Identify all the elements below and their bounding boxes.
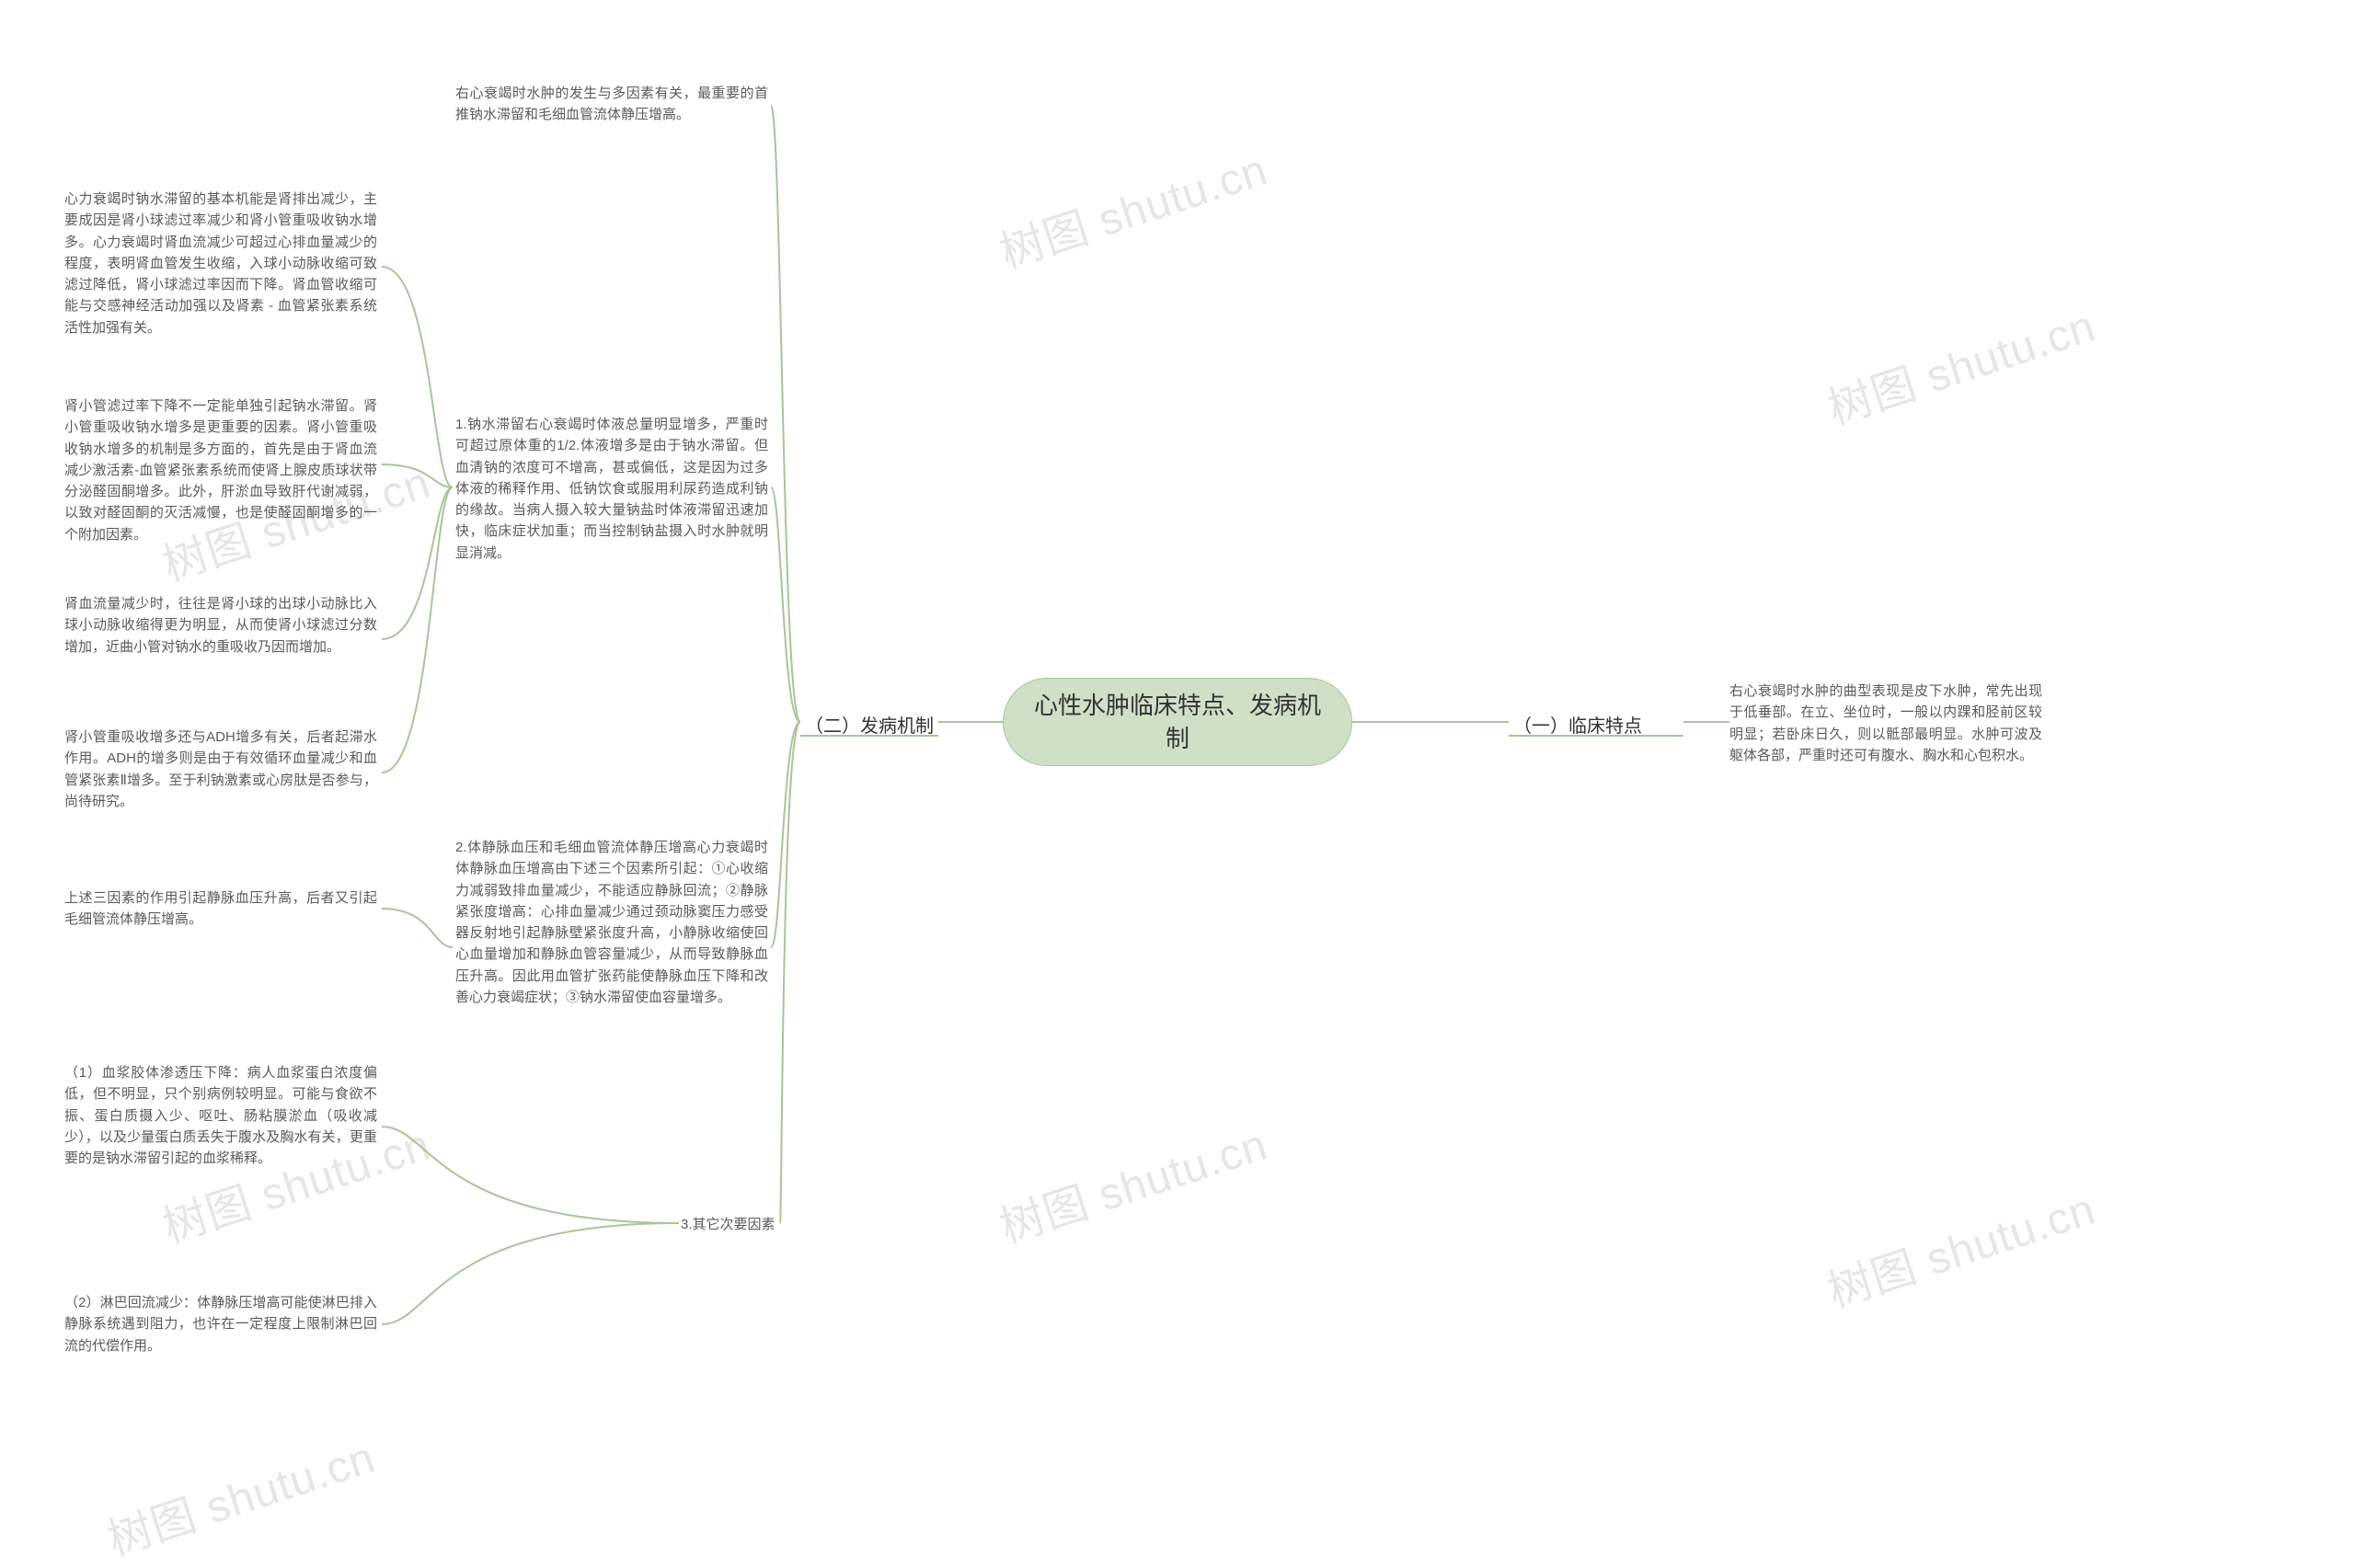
leaf-swr-child-3: 肾小管重吸收增多还与ADH增多有关，后者起滞水作用。ADH的增多则是由于有效循环… — [64, 727, 377, 812]
watermark: 树图 shutu.cn — [1819, 290, 2103, 437]
leaf-other-factors-label: 3.其它次要因素 — [681, 1214, 775, 1233]
watermark: 树图 shutu.cn — [1819, 1173, 2103, 1320]
leaf-swr-child-2: 肾血流量减少时，往往是肾小球的出球小动脉比入球小动脉收缩得更为明显，从而使肾小球… — [64, 593, 377, 658]
leaf-venous-pressure: 2.体静脉血压和毛细血管流体静压增高心力衰竭时体静脉血压增高由下述三个因素所引起… — [455, 837, 768, 1008]
watermark: 树图 shutu.cn — [991, 133, 1275, 280]
watermark: 树图 shutu.cn — [991, 1108, 1275, 1255]
leaf-sodium-water-retention: 1.钠水滞留右心衰竭时体液总量明显增多，严重时可超过原体重的1/2.体液增多是由… — [455, 414, 768, 564]
leaf-other-child-0: （1）血浆胶体渗透压下降：病人血浆蛋白浓度偏低，但不明显，只个别病例较明显。可能… — [64, 1062, 377, 1169]
root-node[interactable]: 心性水肿临床特点、发病机制 — [1003, 678, 1352, 766]
watermark: 树图 shutu.cn — [98, 1421, 383, 1568]
leaf-swr-child-1: 肾小管滤过率下降不一定能单独引起钠水滞留。肾小管重吸收钠水增多是更重要的因素。肾… — [64, 395, 377, 545]
leaf-other-child-1: （2）淋巴回流减少：体静脉压增高可能使淋巴排入静脉系统遇到阻力，也许在一定程度上… — [64, 1292, 377, 1356]
leaf-pathogenesis-intro: 右心衰竭时水肿的发生与多因素有关，最重要的首推钠水滞留和毛细血管流体静压增高。 — [455, 83, 768, 126]
leaf-swr-child-0: 心力衰竭时钠水滞留的基本机能是肾排出减少，主要成因是肾小球滤过率减少和肾小管重吸… — [64, 189, 377, 338]
branch-clinical-features[interactable]: （一）临床特点 — [1513, 711, 1642, 738]
leaf-vp-child-0: 上述三因素的作用引起静脉血压升高，后者又引起毛细管流体静压增高。 — [64, 887, 377, 931]
branch-pathogenesis[interactable]: （二）发病机制 — [805, 711, 934, 738]
leaf-clinical-features-text: 右心衰竭时水肿的曲型表现是皮下水肿，常先出现于低垂部。在立、坐位时，一般以内踝和… — [1729, 681, 2042, 766]
